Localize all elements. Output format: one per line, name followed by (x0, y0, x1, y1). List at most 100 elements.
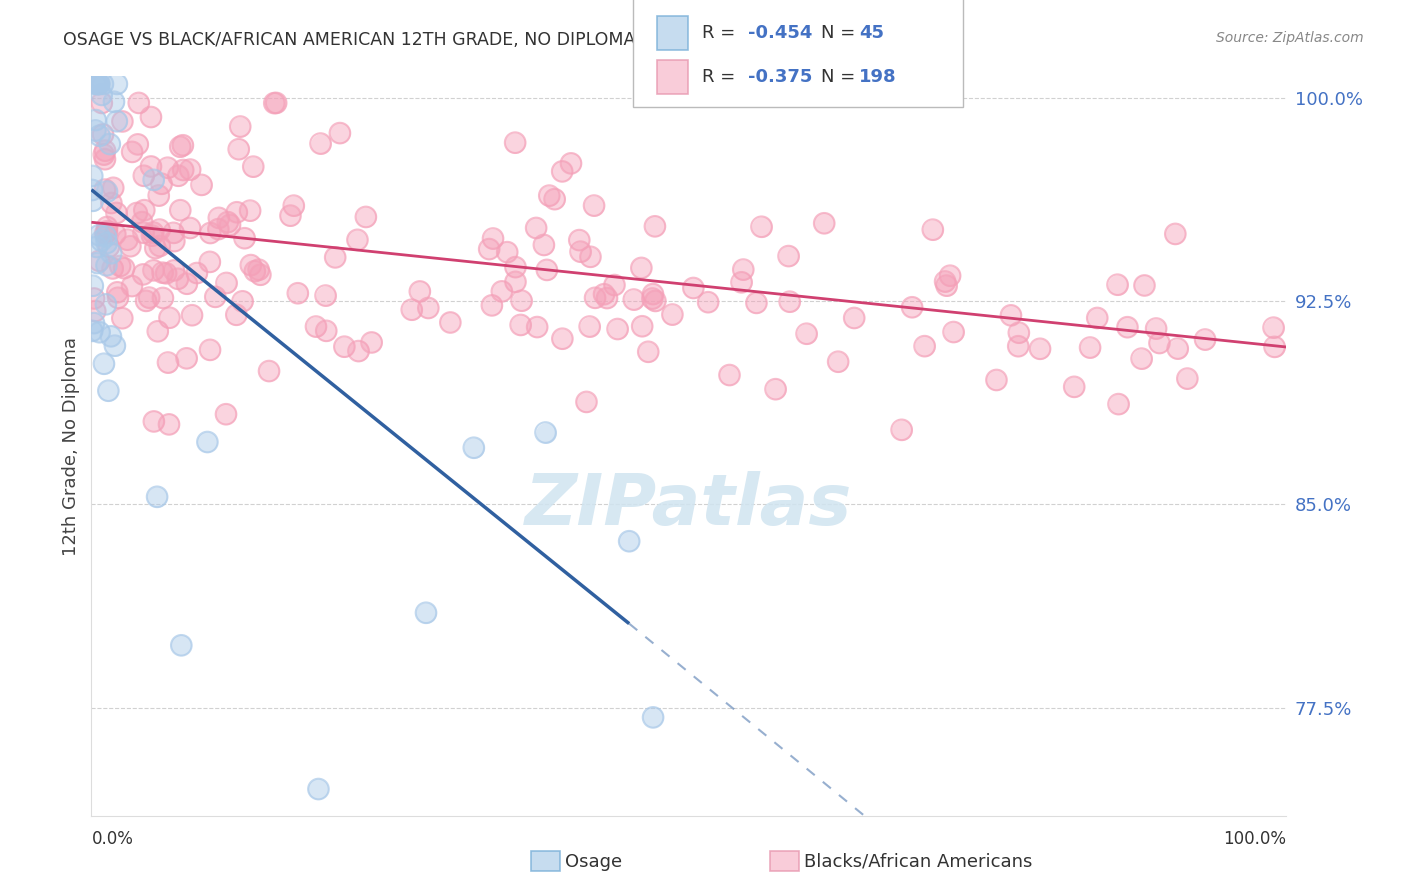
Point (583, 198, 606, 212)
Point (96, 224, 118, 238)
Point (167, 169, 190, 183)
Point (661, 308, 683, 322)
Point (91, 128, 114, 142)
Point (333, 340, 356, 354)
Point (283, 199, 305, 213)
Text: -0.454: -0.454 (748, 24, 813, 42)
Text: R =: R = (702, 68, 741, 86)
Point (104, 339, 127, 353)
Point (534, 425, 557, 440)
Point (132, 226, 155, 240)
Point (139, 160, 162, 174)
Point (307, 782, 329, 797)
Point (409, 285, 432, 299)
Point (986, 373, 1008, 387)
Point (149, 222, 172, 236)
Point (94, 152, 117, 166)
Point (491, 285, 513, 299)
Point (249, 268, 271, 282)
Point (83, 292, 105, 306)
Point (264, 95, 287, 110)
Y-axis label: 12th Grade, No Diploma: 12th Grade, No Diploma (62, 336, 80, 556)
Point (89, 77, 111, 91)
Point (101, 261, 124, 276)
Point (329, 126, 352, 140)
Point (198, 343, 221, 357)
Point (827, 355, 849, 369)
Point (127, 137, 149, 152)
Point (1063, 380, 1085, 394)
Point (87, 77, 110, 91)
Point (630, 260, 652, 275)
Point (190, 178, 212, 192)
Point (1175, 371, 1198, 385)
Point (844, 310, 866, 325)
Point (644, 293, 666, 308)
Point (233, 231, 256, 245)
Point (163, 263, 186, 277)
Point (127, 137, 149, 152)
Point (186, 266, 208, 280)
Point (249, 268, 271, 282)
Point (697, 295, 720, 310)
Point (125, 206, 148, 220)
Point (135, 293, 157, 308)
Point (200, 226, 222, 240)
Point (108, 259, 131, 273)
Point (623, 293, 645, 307)
Point (138, 291, 160, 305)
Point (1085, 310, 1108, 325)
Point (163, 234, 186, 248)
Point (228, 142, 250, 156)
Point (1107, 277, 1129, 292)
Point (96, 185, 118, 199)
Point (1108, 397, 1130, 411)
Point (156, 161, 179, 175)
Point (583, 198, 606, 212)
Point (1175, 371, 1198, 385)
Point (901, 300, 924, 314)
Point (1085, 310, 1108, 325)
Point (204, 290, 226, 304)
Point (1116, 320, 1139, 334)
Point (121, 279, 143, 293)
Point (1263, 320, 1285, 334)
Point (170, 638, 193, 652)
Point (84, 77, 107, 91)
Text: 45: 45 (859, 24, 884, 42)
Point (309, 136, 332, 151)
Point (84, 113, 107, 128)
Point (575, 395, 598, 409)
Point (84, 113, 107, 128)
Point (354, 210, 377, 224)
Point (543, 192, 565, 206)
Point (730, 275, 752, 289)
Point (150, 177, 173, 191)
Point (172, 163, 194, 178)
Point (1133, 278, 1156, 293)
Point (131, 215, 153, 229)
Point (239, 203, 262, 218)
Point (215, 276, 238, 290)
Point (90, 87, 112, 102)
Point (315, 288, 337, 302)
Point (94, 227, 117, 241)
Point (104, 227, 127, 241)
Point (935, 278, 957, 293)
Point (93, 147, 115, 161)
Point (942, 325, 965, 339)
Point (169, 203, 191, 218)
Point (510, 293, 533, 308)
Point (172, 138, 194, 153)
Point (107, 291, 129, 305)
Point (159, 310, 181, 325)
Point (229, 120, 252, 134)
Point (307, 782, 329, 797)
Point (409, 285, 432, 299)
Point (813, 216, 835, 230)
Point (179, 162, 201, 177)
Point (1149, 336, 1171, 351)
Point (142, 414, 165, 428)
Point (718, 368, 741, 382)
Point (1144, 321, 1167, 335)
